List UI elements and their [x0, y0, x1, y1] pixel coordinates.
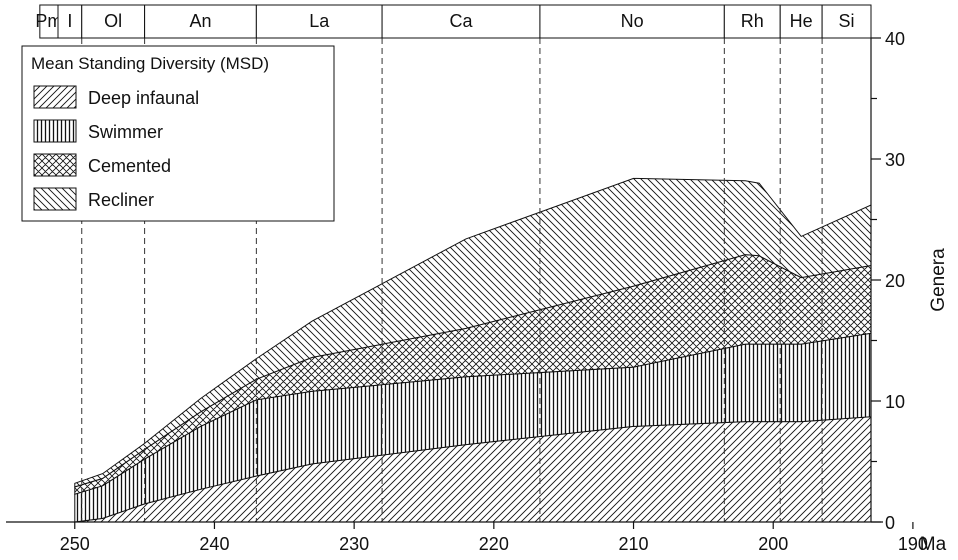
area-layer: [74, 177, 872, 523]
legend-label: Cemented: [88, 156, 171, 176]
stage-label: Ca: [449, 11, 473, 31]
stage-header: Pm I Ol An La Ca No Rh He Si: [35, 4, 872, 39]
stage-box: [539, 4, 725, 39]
y-tick-label: 10: [885, 392, 905, 412]
x-tick-label: 190: [898, 534, 928, 554]
x-tick-label: 240: [199, 534, 229, 554]
legend-swatch-swimmer: [33, 119, 77, 143]
stage-label: Ol: [104, 11, 122, 31]
legend-title: Mean Standing Diversity (MSD): [31, 54, 269, 73]
x-tick-label: 220: [479, 534, 509, 554]
x-tick-label: 200: [758, 534, 788, 554]
y-axis-title: Genera: [928, 248, 949, 312]
stage-label: No: [621, 11, 644, 31]
stage-label: Rh: [741, 11, 764, 31]
stage-box: [723, 4, 781, 39]
y-tick-label: 40: [885, 29, 905, 49]
y-tick-label: 30: [885, 150, 905, 170]
legend-swatch-cemented: [33, 153, 77, 177]
x-tick-label: 250: [60, 534, 90, 554]
stage-label: Pm: [35, 11, 62, 31]
stage-label: I: [67, 11, 72, 31]
stage-box: [81, 4, 146, 39]
legend-swatch-deep-infaunal: [33, 85, 77, 109]
legend-label: Swimmer: [88, 122, 163, 142]
y-tick-label: 20: [885, 271, 905, 291]
x-tick-label: 210: [619, 534, 649, 554]
legend-swatch-recliner: [33, 187, 77, 211]
stage-label: Si: [839, 11, 855, 31]
legend: Mean Standing Diversity (MSD) Deep infaun…: [21, 45, 335, 222]
stage-label: An: [189, 11, 211, 31]
legend-label: Recliner: [88, 190, 154, 210]
x-axis-title: Ma: [920, 534, 947, 555]
stage-boundaries: [81, 38, 823, 522]
stage-label: La: [309, 11, 330, 31]
y-tick-label: 0: [885, 513, 895, 533]
stage-box: [381, 4, 541, 39]
legend-label: Deep infaunal: [88, 88, 199, 108]
x-tick-label: 230: [339, 534, 369, 554]
stage-box: [821, 4, 872, 39]
stage-label: He: [790, 11, 813, 31]
